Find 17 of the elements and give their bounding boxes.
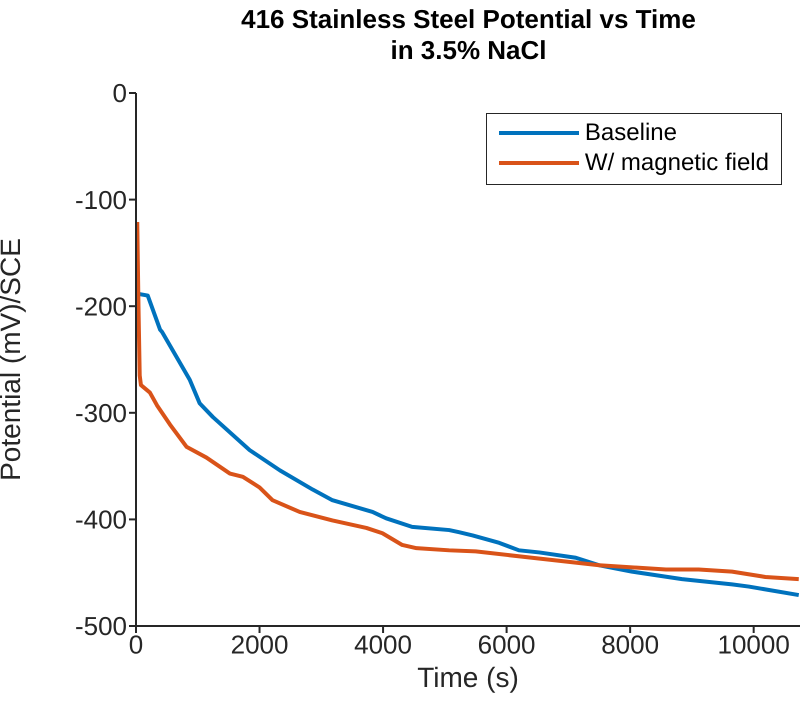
- y-tick-label: -300: [74, 398, 127, 428]
- y-tick-label: 0: [112, 78, 127, 108]
- line-series: [136, 220, 800, 582]
- y-tick-label: -500: [74, 611, 127, 642]
- chart-title: 416 Stainless Steel Potential vs Time in 3.5% NaCl: [240, 4, 697, 66]
- y-tick-label: -400: [74, 504, 127, 535]
- legend-label: W/ magnetic field: [584, 148, 769, 178]
- y-tick-label: -100: [74, 184, 127, 215]
- legend-label: Baseline: [584, 118, 677, 148]
- x-tick-label: 2000: [230, 629, 288, 660]
- x-tick-label: 10000: [718, 629, 790, 660]
- x-tick-label: 8000: [601, 629, 660, 660]
- y-axis-title: Potential (mV)/SCE: [0, 238, 26, 481]
- x-tick-label: 6000: [478, 629, 536, 660]
- x-tick-label: 4000: [354, 629, 412, 660]
- y-tick-label: -200: [74, 291, 127, 322]
- x-axis-title: Time (s): [417, 662, 519, 693]
